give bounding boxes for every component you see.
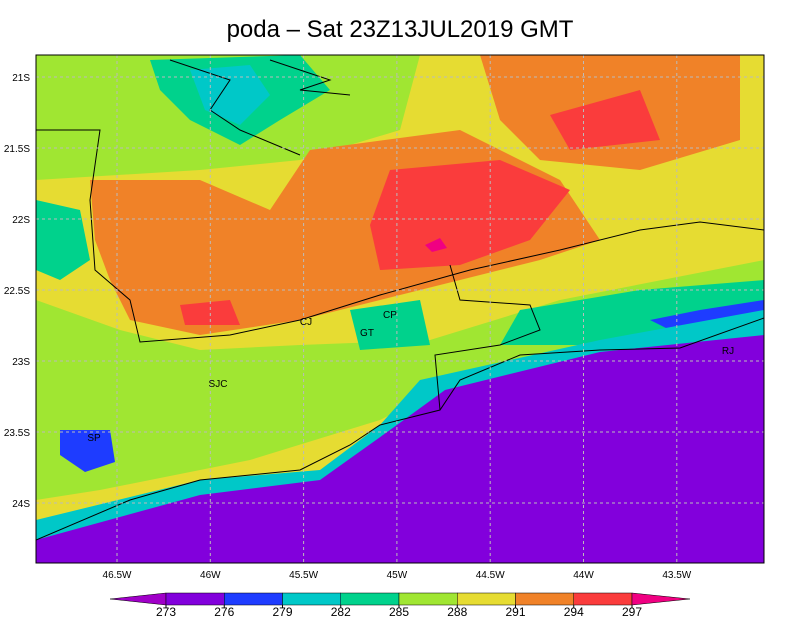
lat-label: 24S bbox=[12, 499, 30, 510]
lat-label: 21.5S bbox=[4, 144, 30, 155]
colorbar-tick-label: 276 bbox=[214, 605, 234, 618]
place-label: GT bbox=[360, 328, 374, 339]
lon-label: 44.5W bbox=[476, 570, 505, 581]
place-label: SJC bbox=[209, 379, 228, 390]
colorbar: 273 276 279 282 285 288 291 294 297 bbox=[109, 592, 691, 619]
graticule bbox=[36, 55, 764, 563]
lon-label: 45.5W bbox=[289, 570, 318, 581]
lat-label: 23S bbox=[12, 357, 30, 368]
colorbar-tick-label: 291 bbox=[505, 605, 525, 618]
colorbar-tick-label: 297 bbox=[622, 605, 642, 618]
place-label: CJ bbox=[300, 317, 312, 328]
lon-label: 45W bbox=[387, 570, 408, 581]
lon-label: 46.5W bbox=[103, 570, 132, 581]
lat-label: 23.5S bbox=[4, 428, 30, 439]
colorbar-tick-label: 288 bbox=[447, 605, 467, 618]
colorbar-segment bbox=[224, 592, 283, 606]
colorbar-segment bbox=[282, 592, 341, 606]
colorbar-tick-label: 294 bbox=[564, 605, 584, 618]
colorbar-segment bbox=[340, 592, 400, 606]
place-label: SP bbox=[87, 433, 101, 444]
colorbar-tick-label: 279 bbox=[272, 605, 292, 618]
colorbar-tick-label: 285 bbox=[389, 605, 409, 618]
lat-label: 21S bbox=[12, 73, 30, 84]
title: poda – Sat 23Z13JUL2019 GMT bbox=[227, 16, 574, 43]
colorbar-segment bbox=[573, 592, 633, 606]
colorbar-segment bbox=[515, 592, 574, 606]
lon-label: 43.5W bbox=[662, 570, 691, 581]
lat-label: 22.5S bbox=[4, 286, 30, 297]
lat-label: 22S bbox=[12, 215, 30, 226]
colorbar-segment bbox=[457, 592, 516, 606]
lon-label: 44W bbox=[573, 570, 594, 581]
colorbar-end bbox=[109, 592, 167, 606]
colorbar-end bbox=[631, 592, 691, 606]
plot-frame bbox=[35, 54, 765, 564]
colorbar-segment bbox=[398, 592, 458, 606]
colorbar-tick-label: 273 bbox=[156, 605, 176, 618]
place-label: RJ bbox=[722, 346, 734, 357]
lon-label: 46W bbox=[200, 570, 221, 581]
field bbox=[36, 55, 764, 563]
colorbar-tick-label: 282 bbox=[331, 605, 351, 618]
place-label: CP bbox=[383, 310, 397, 321]
colorbar-segment bbox=[165, 592, 225, 606]
